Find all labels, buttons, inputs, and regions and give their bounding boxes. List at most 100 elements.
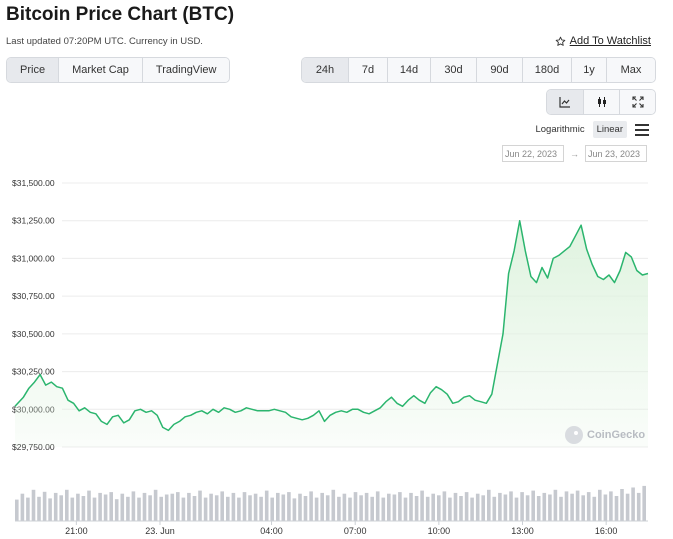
volume-bar: [570, 493, 574, 521]
volume-bar: [475, 493, 480, 521]
volume-bar: [614, 496, 619, 521]
volume-bar: [298, 493, 302, 521]
volume-bar: [153, 489, 158, 521]
scale-toggle: Logarithmic Linear: [531, 121, 649, 138]
add-to-watchlist-label: Add To Watchlist: [569, 35, 651, 47]
volume-bar: [453, 492, 458, 521]
candlestick-button[interactable]: [583, 90, 619, 114]
volume-bar: [309, 491, 313, 521]
volume-bar: [498, 492, 502, 521]
volume-bar: [375, 491, 380, 521]
volume-bar: [287, 492, 291, 521]
volume-bar: [264, 490, 269, 521]
volume-bar: [625, 493, 630, 521]
volume-bar: [170, 493, 175, 521]
volume-bar: [242, 492, 247, 521]
volume-bar: [220, 491, 224, 521]
star-icon: [555, 36, 565, 46]
volume-bar: [292, 498, 297, 521]
line-chart-icon: [559, 97, 570, 108]
fullscreen-button[interactable]: [619, 90, 655, 114]
volume-bar: [364, 492, 369, 521]
logarithmic-button[interactable]: Logarithmic: [535, 124, 585, 135]
volume-bar: [448, 497, 452, 521]
volume-bar: [92, 497, 97, 521]
tab-market-cap[interactable]: Market Cap: [58, 58, 142, 82]
volume-bar: [42, 491, 47, 522]
volume-bar: [164, 494, 169, 521]
date-range-arrow: →: [570, 148, 579, 159]
volume-bar: [137, 497, 141, 521]
volume-bar: [181, 497, 186, 521]
linear-button[interactable]: Linear: [592, 121, 627, 138]
volume-bar: [198, 490, 202, 521]
volume-bar: [381, 497, 386, 521]
date-to-input[interactable]: [585, 145, 647, 162]
volume-bar: [126, 496, 130, 521]
volume-bar: [270, 497, 274, 521]
range-90d-button[interactable]: 90d: [476, 58, 522, 82]
volume-bar: [320, 492, 324, 521]
y-tick-label: $30,750.00: [12, 291, 55, 301]
add-to-watchlist-link[interactable]: Add To Watchlist: [555, 35, 651, 47]
tab-price[interactable]: Price: [7, 58, 59, 82]
range-180d-button[interactable]: 180d: [522, 58, 571, 82]
volume-bar: [226, 496, 230, 521]
y-tick-label: $31,500.00: [12, 178, 55, 188]
volume-bar: [120, 493, 125, 521]
volume-bar: [87, 490, 91, 521]
volume-bar: [581, 495, 585, 521]
line-chart-button[interactable]: [547, 90, 583, 114]
volume-bar: [442, 491, 447, 521]
date-from-input[interactable]: [502, 145, 564, 162]
volume-bar: [214, 495, 219, 521]
range-24h-button[interactable]: 24h: [302, 58, 348, 82]
volume-bar: [159, 496, 163, 521]
volume-bar: [98, 492, 102, 521]
candlestick-icon: [597, 97, 606, 107]
volume-bar: [70, 497, 75, 521]
range-max-button[interactable]: Max: [606, 58, 655, 82]
volume-bar: [65, 489, 69, 521]
volume-bar: [586, 492, 591, 521]
menu-icon[interactable]: [635, 123, 649, 136]
y-tick-label: $31,250.00: [12, 216, 55, 226]
range-1y-button[interactable]: 1y: [571, 58, 606, 82]
volume-bar: [109, 492, 113, 521]
price-line: [14, 219, 649, 432]
volume-bar: [420, 490, 424, 521]
volume-bar: [281, 494, 286, 521]
range-7d-button[interactable]: 7d: [348, 58, 387, 82]
range-14d-button[interactable]: 14d: [387, 58, 430, 82]
tab-tradingview[interactable]: TradingView: [141, 58, 230, 82]
volume-bar: [209, 493, 213, 521]
volume-bar: [231, 492, 236, 521]
volume-bar: [342, 493, 347, 521]
chart-type-selector: [546, 89, 656, 115]
volume-bar: [509, 491, 513, 521]
volume-bar: [553, 489, 558, 521]
coingecko-logo-icon: [565, 426, 583, 444]
volume-bar: [487, 489, 491, 521]
volume-bar: [459, 496, 463, 521]
volume-bar: [481, 495, 485, 521]
volume-bar: [348, 497, 352, 521]
volume-bar: [325, 495, 330, 521]
x-tick-label: 10:00: [428, 526, 451, 536]
volume-bar: [636, 492, 641, 521]
range-30d-button[interactable]: 30d: [430, 58, 476, 82]
volume-bar: [20, 493, 25, 521]
time-range-selector: 24h 7d 14d 30d 90d 180d 1y Max: [301, 57, 656, 83]
volume-bar: [609, 491, 613, 521]
y-tick-label: $31,000.00: [12, 253, 55, 263]
volume-bar: [15, 499, 19, 522]
volume-bar: [514, 497, 519, 521]
volume-bar: [631, 487, 635, 521]
volume-bar: [176, 492, 180, 521]
volume-bar: [620, 489, 624, 521]
coingecko-watermark: CoinGecko: [565, 426, 645, 444]
volume-bar: [642, 485, 646, 521]
volume-bar: [203, 497, 208, 521]
volume-bar: [403, 497, 408, 521]
